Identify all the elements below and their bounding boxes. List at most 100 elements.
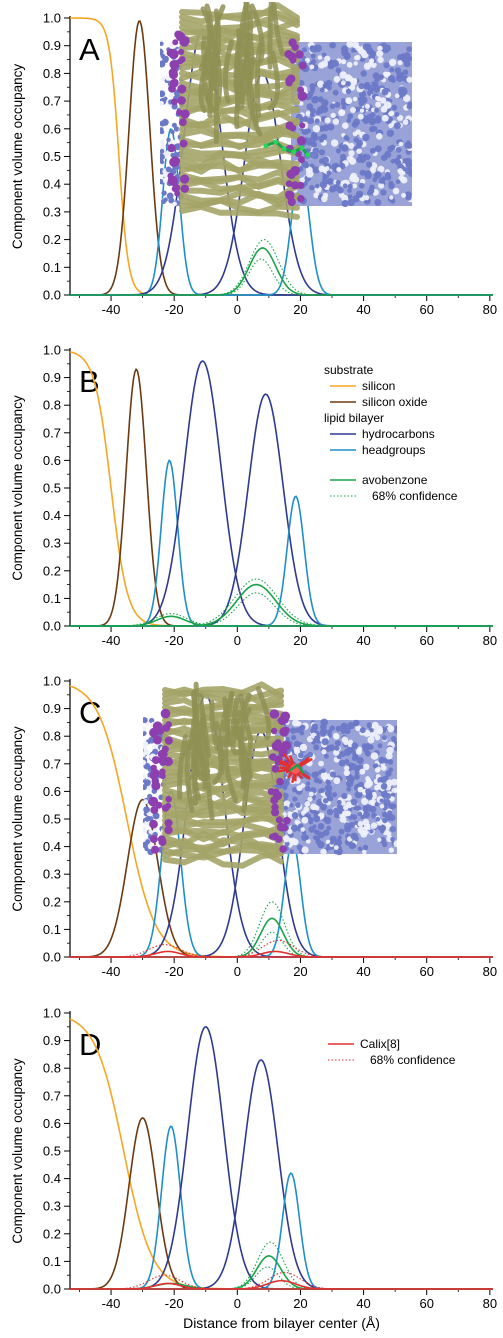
series-line-avobenzone-confidence [70,578,493,627]
x-tick-label: 40 [356,633,370,648]
y-axis-label: Component volume occupancy [10,64,25,250]
series-line-calix-confidence [70,944,493,958]
x-tick-label: 80 [483,1296,497,1311]
y-tick-label: 1.0 [43,343,61,358]
series-line-headgroups [70,1172,493,1290]
legend-label: headgroups [362,443,425,457]
panel-c: 0.0 0.1 0.2 0.3 0.4 0.5 0.6 0.7 0.8 0.9 1.0 -40 -20 0… [10,674,497,980]
series-line-calix-confidence [70,939,493,958]
series-line-headgroups [70,495,493,627]
y-tick-label: 0.4 [43,1171,61,1186]
simulation-render-inset [160,2,412,220]
panel-label: B [79,364,100,399]
x-tick-label: -40 [102,964,121,979]
series-group [70,17,493,296]
y-tick-label: 0.3 [43,204,61,219]
y-axis-label: Component volume occupancy [10,726,25,912]
y-tick-label: 0.5 [43,1144,61,1159]
series-line-avobenzone [70,247,493,296]
series-group [69,1018,493,1290]
x-tick-label: -20 [165,302,184,317]
y-axis-label: Component volume occupancy [10,395,25,581]
y-tick-label: 0.0 [43,619,61,634]
y-tick-label: 0.2 [43,1226,61,1241]
x-tick-label: 60 [419,633,433,648]
x-tick-label: 60 [419,302,433,317]
y-tick-label: 0.1 [43,1254,61,1269]
y-tick-label: 0.9 [43,1033,61,1048]
series-line-avobenzone [70,1255,493,1290]
y-tick-label: 0.2 [43,894,61,909]
series-line-avobenzone-confidence [70,931,493,958]
series-line-calix-confidence [70,1271,493,1290]
x-tick-label: 0 [234,1296,241,1311]
legend-label: 68% confidence [370,1053,456,1067]
y-tick-label: 0.4 [43,508,61,523]
x-tick-label: 0 [234,302,241,317]
x-tick-label: 0 [234,633,241,648]
x-tick-label: 20 [293,1296,307,1311]
y-tick-label: 0.5 [43,481,61,496]
series-line-headgroups [70,166,493,296]
y-tick-label: 0.0 [43,950,61,965]
y-axis-label: Component volume occupancy [10,1058,25,1244]
series-line-hydrocarbons [70,1059,493,1290]
series-line-avobenzone-confidence [70,613,493,627]
x-tick-label: -40 [102,1296,121,1311]
x-tick-label: -20 [165,633,184,648]
legend-label: silicon [362,379,395,393]
x-tick-label: -40 [102,633,121,648]
y-tick-label: 0.2 [43,232,61,247]
x-tick-label: 60 [419,964,433,979]
y-tick-label: 0.9 [43,370,61,385]
series-line-calix-confidence [70,1274,493,1290]
x-tick-label: 80 [483,633,497,648]
legend: Calix[8] 68% confidence [328,1037,456,1067]
y-tick-label: 0.7 [43,1088,61,1103]
x-tick-label: 0 [234,964,241,979]
series-line-avobenzone [70,917,493,958]
x-tick-label: 40 [356,302,370,317]
x-tick-label: 60 [419,1296,433,1311]
simulation-render-inset [143,681,397,869]
series-line-avobenzone-confidence [70,592,493,627]
series-line-silicon_oxide [70,1116,493,1290]
panel-d: 0.0 0.1 0.2 0.3 0.4 0.5 0.6 0.7 0.8 0.9 1.0 -40 -20 0… [10,1006,497,1332]
y-tick-label: 1.0 [43,11,61,26]
y-tick-label: 0.3 [43,536,61,551]
y-tick-label: 0.5 [43,812,61,827]
y-tick-label: 0.1 [43,591,61,606]
legend-label: silicon oxide [362,395,428,409]
series-line-avobenzone-confidence [70,239,493,296]
x-tick-label: 80 [483,964,497,979]
y-tick-label: 0.4 [43,839,61,854]
y-tick-label: 0.7 [43,425,61,440]
legend-heading: lipid bilayer [324,411,384,425]
y-tick-label: 1.0 [43,1006,61,1021]
legend-label: 68% confidence [372,489,458,503]
y-tick-label: 0.9 [43,38,61,53]
y-tick-label: 0.1 [43,922,61,937]
series-group [69,351,493,627]
y-tick-label: 0.9 [43,701,61,716]
series-line-headgroups [70,459,493,627]
y-tick-label: 0.8 [43,1061,61,1076]
y-tick-label: 0.8 [43,66,61,81]
series-line-calix [70,1279,493,1290]
y-tick-label: 0.1 [43,260,61,275]
x-axis-label: Distance from bilayer center (Å) [183,1315,380,1331]
y-tick-label: 0.0 [43,1282,61,1297]
calix-molecule [278,753,313,784]
y-tick-label: 0.6 [43,121,61,136]
legend-heading: substrate [324,363,374,377]
legend-label: Calix[8] [360,1037,400,1051]
panel-a: 0.0 0.1 0.2 0.3 0.4 0.5 0.6 0.7 0.8 0.9 1.0 -40 -20 0… [10,11,497,318]
y-tick-label: 0.0 [43,288,61,303]
y-tick-label: 0.7 [43,756,61,771]
y-tick-label: 0.8 [43,729,61,744]
series-line-avobenzone-confidence [70,1241,493,1290]
panel-label: C [79,695,101,730]
y-tick-label: 0.7 [43,94,61,109]
